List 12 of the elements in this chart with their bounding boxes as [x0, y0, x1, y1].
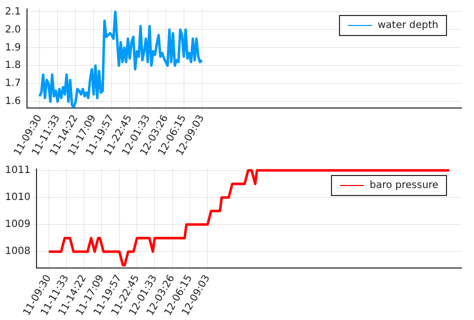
- legend-label: water depth: [378, 20, 438, 31]
- y-tick-label: 2.1: [4, 6, 21, 18]
- legend-label: baro pressure: [370, 180, 438, 191]
- y-tick-label: 1010: [4, 192, 30, 204]
- y-tick-label: 1.6: [4, 96, 21, 108]
- y-tick-label: 1011: [4, 164, 30, 176]
- y-tick-label: 1.9: [4, 42, 21, 54]
- y-tick-label: 1.8: [4, 60, 21, 72]
- y-tick-label: 2.0: [4, 24, 21, 36]
- y-tick-label: 1008: [4, 246, 30, 258]
- y-tick-label: 1009: [4, 219, 30, 230]
- y-tick-label: 1.7: [4, 78, 21, 90]
